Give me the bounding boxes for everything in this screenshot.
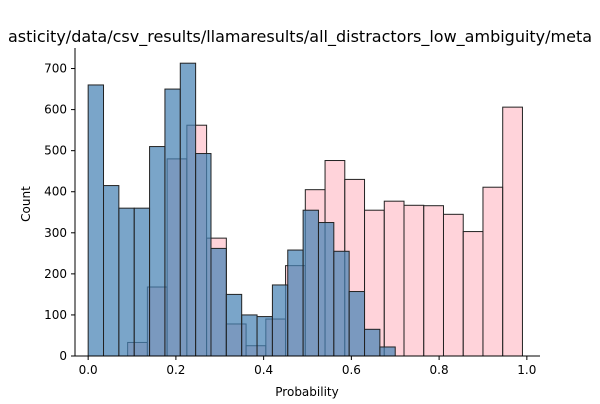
x-tick-label: 0.0	[79, 363, 98, 377]
chart-title: asticity/data/csv_results/llamaresults/a…	[8, 27, 592, 47]
y-tick-label: 0	[59, 349, 67, 363]
histogram-bar-s1-b13	[287, 249, 304, 357]
x-axis-label: Probability	[275, 385, 338, 399]
y-axis-ticks: 0 100 200 300 400 500 600 700	[44, 62, 75, 363]
x-tick-label: 0.6	[342, 363, 361, 377]
x-tick-label: 0.2	[166, 363, 185, 377]
histogram-bar-s0-b18	[482, 186, 504, 357]
x-axis-ticks: 0.0 0.2 0.4 0.6 0.8 1.0	[79, 356, 536, 377]
histogram-bar-s1-b11	[256, 316, 273, 357]
histogram-bar-s1-b9	[225, 293, 243, 357]
histogram-bar-s1-b2	[118, 207, 135, 357]
histogram-bar-s0-b16	[442, 213, 464, 357]
histogram-bar-s1-b3	[133, 207, 151, 357]
histogram-bar-s1-b8	[210, 247, 227, 357]
histogram-bar-s1-b1	[103, 185, 120, 357]
histogram-bar-s1-b15	[317, 222, 335, 357]
histogram-bar-s1-b16	[333, 250, 350, 357]
histogram-bar-s1-b0	[87, 84, 105, 357]
y-tick-label: 300	[44, 226, 67, 240]
histogram-bar-s1-b6	[179, 62, 197, 357]
y-tick-label: 700	[44, 62, 67, 76]
histogram-bar-s0-b17	[462, 231, 484, 357]
y-tick-label: 500	[44, 144, 67, 158]
x-tick-label: 1.0	[517, 363, 536, 377]
histogram-bar-s1-b17	[348, 291, 366, 357]
x-tick-label: 0.4	[254, 363, 273, 377]
histogram-bar-s0-b19	[502, 106, 523, 357]
histogram-bar-s0-b14	[403, 204, 425, 357]
y-axis-label: Count	[19, 186, 33, 222]
histogram-bar-s1-b7	[195, 153, 212, 357]
histogram-bar-s0-b15	[423, 205, 444, 357]
histogram-bar-s1-b14	[302, 209, 319, 357]
axes-layer: 0.0 0.2 0.4 0.6 0.8 1.0 0 100 200 300 400 500 600 70…	[44, 48, 540, 377]
histogram-bar-s1-b12	[271, 284, 289, 357]
histogram-bar-s1-b18	[364, 328, 381, 357]
histogram-bar-s1-b10	[241, 314, 258, 357]
histogram-bar-s1-b5	[164, 88, 181, 357]
histogram-bar-s1-b4	[149, 146, 166, 357]
y-tick-label: 100	[44, 308, 67, 322]
y-tick-label: 600	[44, 103, 67, 117]
histogram-bar-s1-b19	[379, 346, 396, 357]
y-tick-label: 200	[44, 267, 67, 281]
y-tick-label: 400	[44, 185, 67, 199]
x-tick-label: 0.8	[430, 363, 449, 377]
histogram-bar-s0-b13	[383, 200, 405, 357]
bars-layer	[87, 62, 523, 357]
